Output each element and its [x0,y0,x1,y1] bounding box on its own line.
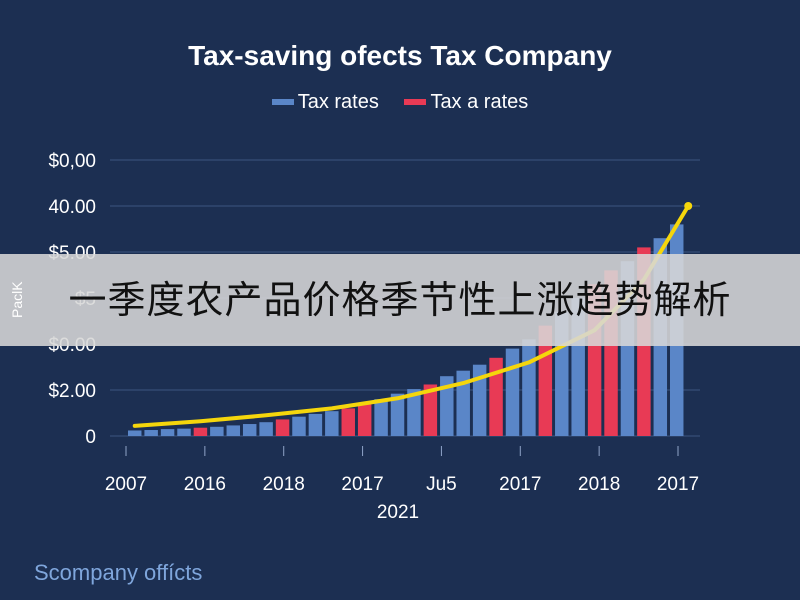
bar [177,428,191,436]
legend-item-tax-a-rates: Tax a rates [404,91,528,114]
bar [226,425,241,436]
legend-label-tax-a-rates: Tax a rates [430,90,529,113]
x-tick-label: 2018 [263,474,305,495]
bar [210,426,224,436]
bar [489,357,503,436]
bar [128,430,142,436]
bar [456,370,470,436]
bar [440,376,454,436]
bar [325,411,339,436]
x-tick-label: Ju5 [426,474,457,495]
bar [144,430,158,436]
bar [292,416,306,436]
bar [308,413,323,436]
x-tick-label: 2007 [105,474,147,495]
y-tick-label: 0 [85,427,96,448]
bar [390,393,405,436]
legend: Tax rates Tax a rates [0,88,800,114]
x-tick-label: 2018 [578,474,620,495]
bar [259,422,273,436]
overlay-banner: 一季度农产品价格季节性上涨趋势解析 PaclK [0,254,800,346]
legend-swatch-tax-rates [271,99,294,105]
bar [407,389,421,436]
chart-title: Tax-saving ofects Tax Company [188,40,612,71]
legend-item-tax-rates: Tax rates [271,90,379,114]
y-tick-label: 40.00 [48,197,96,218]
x-axis-label: 2021 [377,502,419,523]
trend-line-endpoint [684,202,693,210]
banner-text: 一季度农产品价格季节性上涨趋势解析 [68,278,732,322]
legend-swatch-tax-a-rates [404,99,427,105]
x-tick-label: 2016 [184,474,226,495]
bar [505,348,520,436]
bar [522,339,536,436]
banner-side-text: PaclK [9,281,25,319]
legend-label-tax-rates: Tax rates [297,90,379,113]
bar [472,364,487,436]
bar [357,403,372,436]
x-tick-label: 2017 [341,474,383,495]
x-tick-label: 2017 [499,474,541,495]
bar [160,429,175,436]
bar [423,384,438,436]
x-tick-label: 2017 [657,474,699,495]
bar [341,408,355,436]
bar [275,419,290,436]
bar [374,399,388,436]
y-tick-label: $2.00 [48,381,96,402]
footer-text: Scompany offícts [34,560,203,585]
bar [193,427,208,436]
bar [242,424,257,436]
y-tick-label: $0,00 [48,151,96,172]
